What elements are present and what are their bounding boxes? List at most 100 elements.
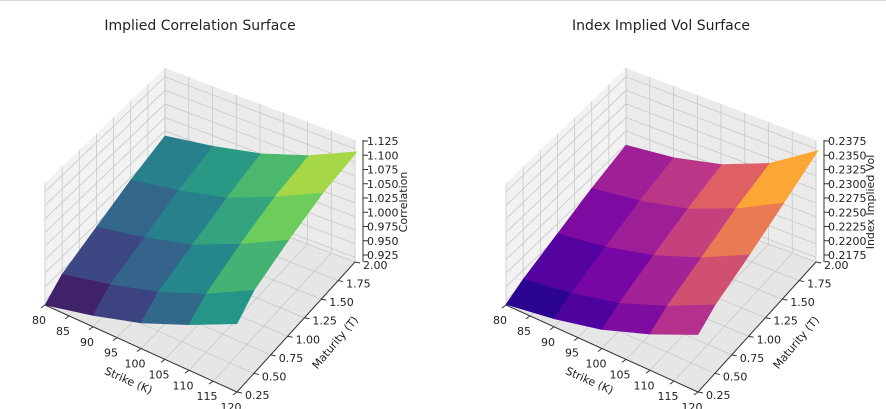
y-tick-label: 1.50 xyxy=(790,296,815,309)
y-tick-mark xyxy=(236,391,243,394)
z-tick-label: 0.2225 xyxy=(828,221,867,234)
z-tick-label: 0.2300 xyxy=(828,178,867,191)
y-tick-mark xyxy=(304,317,310,320)
z-tick-label: 1.050 xyxy=(367,178,399,191)
x-tick-label: 120 xyxy=(221,401,242,409)
y-tick-label: 0.25 xyxy=(245,389,270,402)
z-tick-label: 1.000 xyxy=(367,206,399,219)
z-axis-label: Correlation xyxy=(397,172,410,233)
z-tick-label: 1.100 xyxy=(367,149,399,162)
y-tick-mark xyxy=(782,298,788,301)
z-tick-label: 0.2250 xyxy=(828,206,867,219)
y-axis-line xyxy=(236,261,356,393)
x-tick-label: 110 xyxy=(173,379,194,392)
x-tick-label: 90 xyxy=(541,336,555,349)
z-axis-label: Index Implied Vol xyxy=(864,155,877,250)
surface-patch xyxy=(188,289,255,326)
surface-patch xyxy=(649,304,716,335)
x-tick-label: 95 xyxy=(565,347,579,360)
z-tick-label: 1.125 xyxy=(367,135,399,148)
x-tick-mark xyxy=(64,315,70,320)
y-tick-label: 0.50 xyxy=(723,370,748,383)
x-tick-label: 95 xyxy=(104,347,118,360)
x-tick-mark xyxy=(573,337,579,342)
y-tick-mark xyxy=(321,298,327,301)
x-tick-mark xyxy=(112,337,118,342)
x-tick-mark xyxy=(208,380,214,385)
x-tick-mark xyxy=(693,391,699,396)
z-tick-label: 0.975 xyxy=(367,221,399,234)
y-tick-label: 2.00 xyxy=(824,259,849,272)
y-tick-label: 1.75 xyxy=(346,278,371,291)
z-tick-label: 0.2325 xyxy=(828,164,867,177)
left-wall xyxy=(45,68,165,305)
x-tick-label: 100 xyxy=(125,358,146,371)
z-tick-label: 0.2275 xyxy=(828,192,867,205)
grid-line xyxy=(212,252,332,382)
y-tick-mark xyxy=(287,335,293,338)
chart-title: Implied Correlation Surface xyxy=(104,18,295,34)
y-tick-label: 1.75 xyxy=(807,278,832,291)
y-tick-label: 1.00 xyxy=(296,333,321,346)
grid-line xyxy=(505,76,817,193)
grid-line xyxy=(505,103,817,220)
y-tick-label: 1.25 xyxy=(312,315,337,328)
y-tick-mark xyxy=(765,317,771,320)
y-tick-mark xyxy=(697,391,704,394)
grid-line xyxy=(505,89,817,206)
x-tick-label: 120 xyxy=(682,401,703,409)
x-tick-label: 105 xyxy=(610,368,631,381)
z-tick-label: 0.2200 xyxy=(828,235,867,248)
x-tick-label: 80 xyxy=(493,314,507,327)
y-tick-label: 0.75 xyxy=(279,352,304,365)
x-tick-label: 85 xyxy=(517,325,531,338)
x-tick-label: 115 xyxy=(658,390,679,403)
y-tick-mark xyxy=(714,372,720,375)
top-divider xyxy=(0,0,886,1)
grid-line xyxy=(44,89,356,206)
y-tick-label: 2.00 xyxy=(363,259,388,272)
z-tick-label: 0.925 xyxy=(367,249,399,262)
chart-title: Index Implied Vol Surface xyxy=(572,18,750,34)
x-tick-mark xyxy=(549,326,555,331)
y-tick-label: 1.25 xyxy=(773,315,798,328)
x-tick-label: 80 xyxy=(32,314,46,327)
x-tick-mark xyxy=(136,348,142,352)
left-wall xyxy=(506,68,626,305)
y-tick-mark xyxy=(253,372,259,375)
y-tick-label: 1.00 xyxy=(757,333,782,346)
x-tick-mark xyxy=(669,380,675,385)
y-tick-mark xyxy=(338,280,344,283)
x-tick-label: 85 xyxy=(56,325,70,338)
y-tick-label: 0.50 xyxy=(262,370,287,383)
grid-line xyxy=(673,252,793,382)
z-tick-label: 1.025 xyxy=(367,192,399,205)
grid-line xyxy=(44,103,356,220)
x-tick-mark xyxy=(160,358,166,363)
y-tick-label: 0.25 xyxy=(706,389,731,402)
y-axis-line xyxy=(697,261,817,393)
z-tick-label: 1.075 xyxy=(367,164,399,177)
x-tick-mark xyxy=(40,304,46,309)
x-tick-mark xyxy=(232,391,238,396)
grid-line xyxy=(44,76,356,193)
x-tick-mark xyxy=(597,348,603,352)
x-tick-label: 90 xyxy=(80,336,94,349)
y-tick-mark xyxy=(748,335,754,338)
x-tick-label: 100 xyxy=(586,358,607,371)
y-tick-mark xyxy=(731,354,737,357)
x-tick-mark xyxy=(184,369,190,374)
x-tick-mark xyxy=(621,358,627,363)
x-tick-label: 105 xyxy=(149,368,170,381)
z-tick-label: 0.950 xyxy=(367,235,399,248)
z-tick-label: 0.2175 xyxy=(828,249,867,262)
grid-line xyxy=(188,243,308,371)
x-tick-label: 110 xyxy=(634,379,655,392)
y-tick-mark xyxy=(354,261,361,264)
y-tick-mark xyxy=(270,354,276,357)
z-tick-label: 0.2350 xyxy=(828,149,867,162)
x-tick-mark xyxy=(525,315,531,320)
